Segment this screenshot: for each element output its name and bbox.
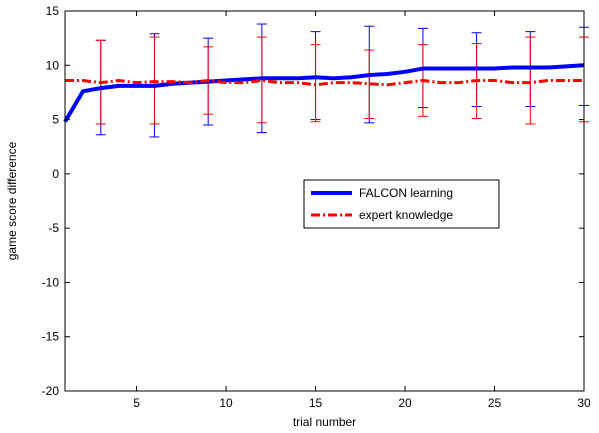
x-tick-label: 5 — [133, 396, 140, 410]
y-tick-label: -10 — [42, 275, 60, 289]
y-tick-label: 15 — [46, 4, 60, 18]
y-tick-label: -5 — [48, 221, 59, 235]
x-tick-label: 15 — [309, 396, 323, 410]
y-tick-label: 10 — [46, 58, 60, 72]
y-tick-label: -15 — [42, 330, 60, 344]
legend: FALCON learning expert knowledge — [303, 179, 500, 229]
tick-layer: 5 10 15 20 25 30 -20 -15 -10 -5 0 5 10 15 — [42, 4, 591, 410]
y-tick-label: -20 — [42, 384, 60, 398]
legend-box — [303, 179, 500, 229]
series-line-falcon-learning — [63, 63, 585, 123]
y-tick-label: 0 — [52, 167, 59, 181]
plot-frame — [64, 10, 585, 392]
y-tick-label: 5 — [52, 113, 59, 127]
x-tick-label: 25 — [488, 396, 502, 410]
x-tick-label: 10 — [219, 396, 233, 410]
x-tick-label: 30 — [577, 396, 591, 410]
error-bar-expert-knowledge — [364, 49, 375, 119]
error-bar-expert-knowledge — [525, 36, 536, 125]
legend-label-falcon-learning: FALCON learning — [359, 186, 453, 200]
legend-label-expert-knowledge: expert knowledge — [359, 208, 453, 222]
x-axis-label: trial number — [293, 415, 356, 429]
series-line-expert-knowledge — [65, 78, 584, 87]
error-bar-expert-knowledge — [310, 44, 321, 123]
y-axis-label: game score difference — [5, 141, 19, 260]
x-tick-label: 20 — [398, 396, 412, 410]
series-layer — [63, 63, 585, 123]
